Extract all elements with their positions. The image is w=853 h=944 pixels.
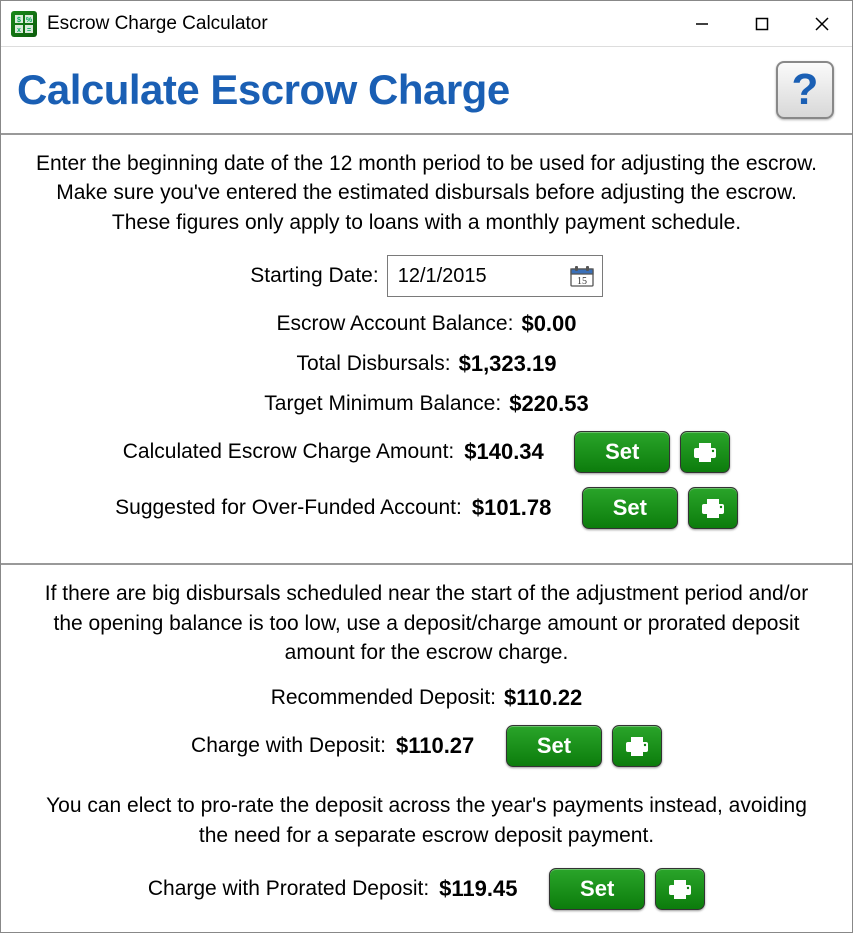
overfunded-value: $101.78: [472, 495, 572, 521]
printer-icon: [691, 441, 719, 463]
overfunded-label: Suggested for Over-Funded Account:: [115, 496, 462, 520]
row-starting-date: Starting Date: 12/1/2015 15: [29, 255, 824, 297]
target-min-label: Target Minimum Balance:: [264, 392, 501, 416]
window-title: Escrow Charge Calculator: [47, 13, 268, 35]
printer-icon: [623, 735, 651, 757]
printer-icon: [666, 878, 694, 900]
set-button-overfunded[interactable]: Set: [582, 487, 678, 529]
app-icon: $ % x =: [11, 11, 37, 37]
row-disbursals: Total Disbursals: $1,323.19: [29, 351, 824, 377]
close-button[interactable]: [792, 1, 852, 47]
rec-deposit-value: $110.22: [504, 685, 582, 711]
target-min-value: $220.53: [509, 391, 589, 417]
section-deposit: If there are big disbursals scheduled ne…: [1, 563, 852, 944]
row-charge-prorated: Charge with Prorated Deposit: $119.45 Se…: [29, 868, 824, 910]
svg-text:=: =: [27, 27, 31, 34]
print-button-overfunded[interactable]: [688, 487, 738, 529]
starting-date-value: 12/1/2015: [398, 265, 568, 288]
set-button-charge-deposit[interactable]: Set: [506, 725, 602, 767]
charge-prorated-label: Charge with Prorated Deposit:: [148, 877, 429, 901]
svg-text:x: x: [17, 27, 21, 34]
calc-charge-label: Calculated Escrow Charge Amount:: [123, 440, 455, 464]
set-button-calc-charge[interactable]: Set: [574, 431, 670, 473]
print-button-calc-charge[interactable]: [680, 431, 730, 473]
print-button-charge-prorated[interactable]: [655, 868, 705, 910]
row-rec-deposit: Recommended Deposit: $110.22: [29, 685, 824, 711]
row-balance: Escrow Account Balance: $0.00: [29, 311, 824, 337]
calendar-icon[interactable]: 15: [568, 263, 596, 289]
intro-text-3: You can elect to pro-rate the deposit ac…: [29, 791, 824, 850]
print-button-charge-deposit[interactable]: [612, 725, 662, 767]
row-overfunded: Suggested for Over-Funded Account: $101.…: [29, 487, 824, 529]
svg-text:%: %: [26, 17, 33, 24]
charge-deposit-label: Charge with Deposit:: [191, 734, 386, 758]
page-title: Calculate Escrow Charge: [17, 66, 510, 114]
starting-date-label: Starting Date:: [250, 264, 378, 288]
help-button[interactable]: ?: [776, 61, 834, 119]
row-charge-deposit: Charge with Deposit: $110.27 Set: [29, 725, 824, 767]
header: Calculate Escrow Charge ?: [1, 47, 852, 135]
intro-text-1: Enter the beginning date of the 12 month…: [29, 149, 824, 237]
balance-value: $0.00: [521, 311, 576, 337]
balance-label: Escrow Account Balance:: [276, 312, 513, 336]
minimize-button[interactable]: [672, 1, 732, 47]
section-dates: Enter the beginning date of the 12 month…: [1, 135, 852, 563]
row-target-min: Target Minimum Balance: $220.53: [29, 391, 824, 417]
printer-icon: [699, 497, 727, 519]
charge-deposit-value: $110.27: [396, 733, 496, 759]
calc-charge-value: $140.34: [464, 439, 564, 465]
maximize-button[interactable]: [732, 1, 792, 47]
disbursals-label: Total Disbursals:: [297, 352, 451, 376]
intro-text-2: If there are big disbursals scheduled ne…: [29, 579, 824, 667]
disbursals-value: $1,323.19: [459, 351, 557, 377]
help-icon: ?: [792, 68, 819, 112]
svg-text:$: $: [17, 17, 21, 24]
titlebar: $ % x = Escrow Charge Calculator: [1, 1, 852, 47]
svg-text:15: 15: [577, 276, 587, 287]
starting-date-input[interactable]: 12/1/2015 15: [387, 255, 603, 297]
rec-deposit-label: Recommended Deposit:: [271, 686, 496, 710]
row-calc-charge: Calculated Escrow Charge Amount: $140.34…: [29, 431, 824, 473]
set-button-charge-prorated[interactable]: Set: [549, 868, 645, 910]
charge-prorated-value: $119.45: [439, 876, 539, 902]
